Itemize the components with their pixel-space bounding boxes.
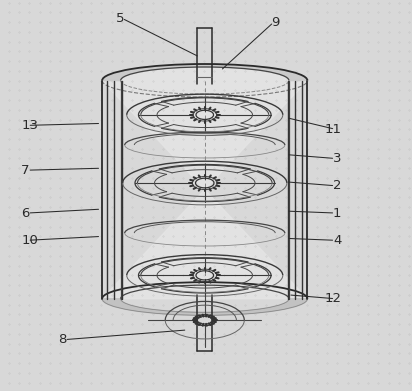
Text: 10: 10 [21,234,38,247]
Text: 12: 12 [325,292,342,305]
Text: 8: 8 [58,333,67,346]
Polygon shape [102,299,307,315]
Polygon shape [102,64,307,299]
Text: 13: 13 [21,119,38,132]
Text: 9: 9 [272,16,280,29]
Text: 4: 4 [333,234,342,247]
Text: 2: 2 [333,179,342,192]
Polygon shape [102,64,307,81]
Text: 7: 7 [21,164,30,177]
Text: 5: 5 [116,12,124,25]
Text: 3: 3 [333,152,342,165]
Text: 6: 6 [21,206,30,219]
Text: 1: 1 [333,206,342,219]
Text: 11: 11 [325,123,342,136]
